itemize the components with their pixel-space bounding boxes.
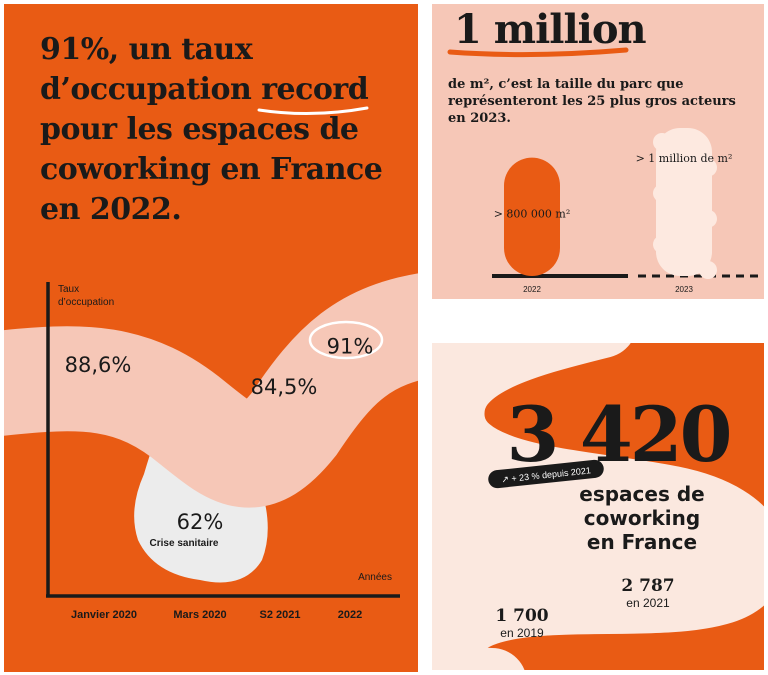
occupancy-chart: Taux d’occupation Années Janvier 2020 Mars 2…: [4, 273, 418, 621]
million-title: 1 million: [454, 6, 647, 53]
spaces-label-line: espaces de: [579, 482, 704, 506]
bar-2022: [504, 157, 560, 276]
spaces-number: 3 420: [507, 390, 730, 479]
record-circle: [308, 320, 384, 360]
spaces-label-line: en France: [587, 530, 697, 554]
history-caption: en 2019: [500, 626, 544, 640]
x-tick-label: Janvier 2020: [71, 609, 137, 621]
x-tick-label: Mars 2020: [173, 609, 226, 621]
occupancy-panel: 91%, un taux d’occupation record pour le…: [4, 4, 418, 672]
bar-category-label: 2022: [523, 285, 541, 294]
spaces-label-line: coworking: [584, 506, 700, 530]
bar-value-label: > 1 million de m²: [636, 152, 733, 165]
bar-2023-edge: [653, 184, 671, 203]
highlight-underline: [257, 106, 369, 116]
title-highlight: record: [257, 70, 369, 116]
spaces-band: [432, 343, 764, 670]
bar-2023-edge: [699, 158, 717, 177]
title-part-1: 91%, un taux d’occupation: [40, 32, 253, 107]
million-chart: > 800 000 m² 2022 > 1 million de m² 2023: [492, 128, 762, 294]
spaces-panel: 3 420 ↗ + 23 % depuis 2021 espaces de cowor…: [432, 343, 764, 670]
curve-band: [4, 273, 418, 508]
million-description: de m², c’est la taille du parc que repré…: [448, 77, 736, 126]
x-tick-label: 2022: [338, 609, 362, 621]
data-label: 88,6%: [65, 353, 132, 377]
data-label: 62%: [177, 510, 224, 534]
million-panel: 1 million de m², c’est la taille du parc…: [432, 4, 764, 299]
bar-2023: [656, 128, 712, 276]
history-caption: en 2021: [626, 596, 670, 610]
crisis-annotation: Crise sanitaire: [150, 538, 219, 549]
data-label: 84,5%: [251, 375, 318, 399]
bar-value-label: > 800 000 m²: [494, 208, 571, 221]
history-value: 1 700: [495, 606, 548, 626]
history-value: 2 787: [621, 576, 674, 596]
bar-2023-edge: [699, 261, 717, 279]
million-underline-svg: [447, 47, 629, 58]
bar-2023-edge: [653, 235, 671, 254]
growth-badge: [488, 459, 604, 489]
data-label: 91%: [327, 335, 374, 359]
y-axis-label-1: Taux: [58, 284, 79, 295]
bar-2023-edge: [653, 133, 671, 151]
y-axis-label-2: d’occupation: [58, 297, 114, 308]
title-part-2: pour les espaces de coworking en France …: [40, 112, 383, 227]
x-axis-title: Années: [358, 572, 392, 583]
bar-category-label: 2023: [675, 285, 693, 294]
occupancy-title: 91%, un taux d’occupation record pour le…: [40, 30, 400, 230]
x-tick-label: S2 2021: [260, 609, 301, 621]
bar-2023-edge: [699, 209, 717, 228]
